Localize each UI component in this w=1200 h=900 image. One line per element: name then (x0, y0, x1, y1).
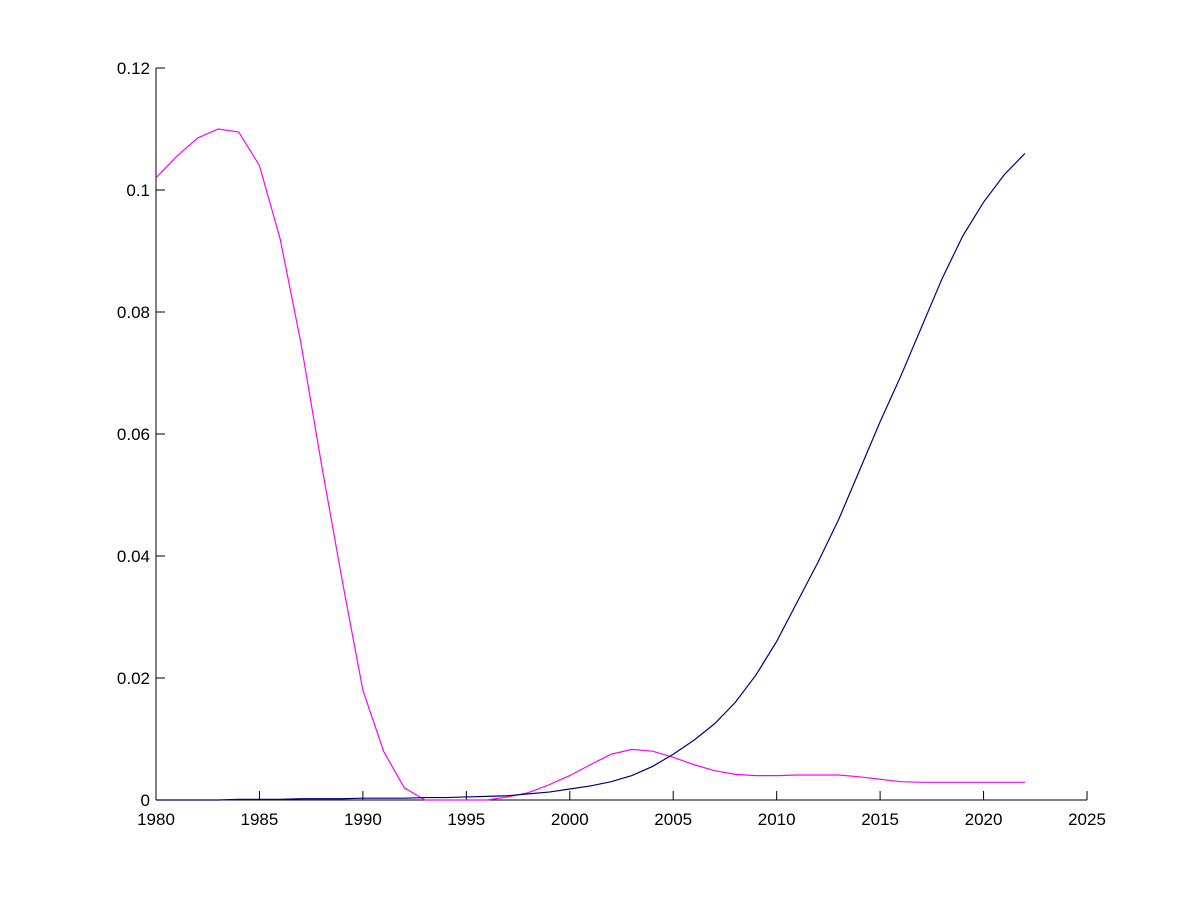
y-tick-label: 0.02 (117, 669, 150, 688)
x-tick-label: 2005 (654, 810, 692, 829)
x-tick-label: 2025 (1068, 810, 1106, 829)
x-tick-label: 1980 (137, 810, 175, 829)
x-tick-label: 2020 (965, 810, 1003, 829)
x-tick-label: 1985 (241, 810, 279, 829)
x-tick-label: 1990 (344, 810, 382, 829)
y-tick-label: 0.08 (117, 303, 150, 322)
x-tick-label: 2010 (758, 810, 796, 829)
y-tick-label: 0.12 (117, 59, 150, 78)
x-tick-label: 2000 (551, 810, 589, 829)
line-series (155, 128, 1025, 801)
x-tick-label: 1995 (447, 810, 485, 829)
line-series (156, 152, 1026, 801)
y-tick-label: 0.06 (117, 425, 150, 444)
y-tick-label: 0.1 (126, 181, 150, 200)
y-tick-label: 0.04 (117, 547, 150, 566)
x-tick-label: 2015 (861, 810, 899, 829)
y-tick-label: 0 (141, 791, 150, 810)
